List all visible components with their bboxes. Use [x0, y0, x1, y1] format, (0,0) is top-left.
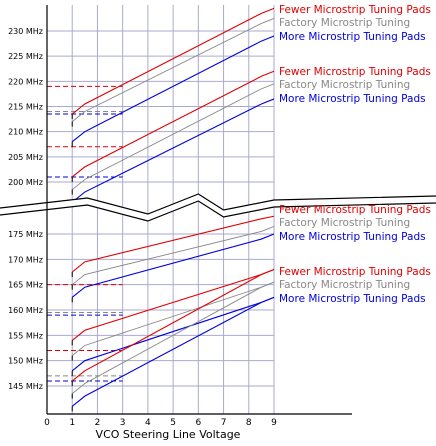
x-tick-label: 2	[95, 418, 101, 428]
legend-label-factory: Factory Microstrip Tuning	[279, 79, 410, 91]
x-tick-label: 6	[195, 418, 201, 428]
legend-label-factory: Factory Microstrip Tuning	[279, 217, 410, 229]
legend-label-factory: Factory Microstrip Tuning	[279, 17, 410, 29]
series-line-factory	[71, 17, 275, 122]
y-tick-label: 200 MHz	[8, 178, 43, 187]
x-tick-label: 1	[69, 418, 75, 428]
series-line-fewer	[71, 268, 275, 382]
legend-label-fewer: Fewer Microstrip Tuning Pads	[279, 266, 431, 278]
x-tick-label: 0	[44, 418, 50, 428]
series	[71, 7, 275, 412]
y-tick-label: 205 MHz	[8, 153, 43, 162]
y-tick-label: 225 MHz	[8, 52, 43, 61]
x-axis-label: VCO Steering Line Voltage	[96, 428, 241, 441]
y-tick-label: 230 MHz	[8, 27, 43, 36]
x-tick-label: 8	[246, 418, 252, 428]
axis-break	[0, 193, 436, 222]
series-line-factory	[71, 225, 275, 286]
series-line-fewer	[71, 215, 275, 273]
y-tick-label: 220 MHz	[8, 77, 43, 86]
x-tick-label: 3	[120, 418, 126, 428]
series-line-fewer	[71, 70, 275, 178]
y-tick-label: 150 MHz	[8, 357, 43, 366]
legend-label-more: More Microstrip Tuning Pads	[279, 31, 426, 43]
y-tick-label: 165 MHz	[8, 281, 43, 290]
reference-markers	[47, 85, 123, 382]
legend-label-fewer: Fewer Microstrip Tuning Pads	[279, 66, 431, 78]
y-tick-label: 215 MHz	[8, 102, 43, 111]
y-tick-label: 160 MHz	[8, 306, 43, 315]
y-tick-label: 145 MHz	[8, 382, 43, 391]
legend-label-fewer: Fewer Microstrip Tuning Pads	[279, 4, 431, 16]
series-line-factory	[71, 83, 275, 190]
series-line-more	[71, 233, 275, 298]
y-tick-label: 170 MHz	[8, 255, 43, 264]
x-tick-label: 5	[170, 418, 176, 428]
series-line-fewer	[71, 7, 275, 115]
x-tick-labels: 0 1 2 3 4 5 6 7 8 9	[44, 418, 277, 428]
series-line-more	[71, 35, 275, 143]
series-line-more	[71, 98, 275, 203]
break-band	[0, 194, 436, 221]
y-tick-label: 175 MHz	[8, 230, 43, 239]
series-line-factory	[71, 281, 275, 394]
break-line-upper	[0, 193, 436, 215]
legend-label-more: More Microstrip Tuning Pads	[279, 231, 426, 243]
y-tick-labels: 230 MHz 225 MHz 220 MHz 215 MHz 210 MHz 205 M…	[8, 27, 43, 391]
break-line-lower	[0, 200, 436, 222]
legend-label-fewer: Fewer Microstrip Tuning Pads	[279, 204, 431, 216]
legend-label-more: More Microstrip Tuning Pads	[279, 93, 426, 105]
y-tick-label: 155 MHz	[8, 331, 43, 340]
x-tick-label: 9	[271, 418, 277, 428]
x-tick-label: 4	[145, 418, 151, 428]
x-tick-label: 7	[221, 418, 227, 428]
legend-label-factory: Factory Microstrip Tuning	[279, 279, 410, 291]
legend-label-more: More Microstrip Tuning Pads	[279, 293, 426, 305]
series-line-more	[71, 296, 275, 407]
y-tick-label: 210 MHz	[8, 128, 43, 137]
axes	[46, 5, 352, 415]
